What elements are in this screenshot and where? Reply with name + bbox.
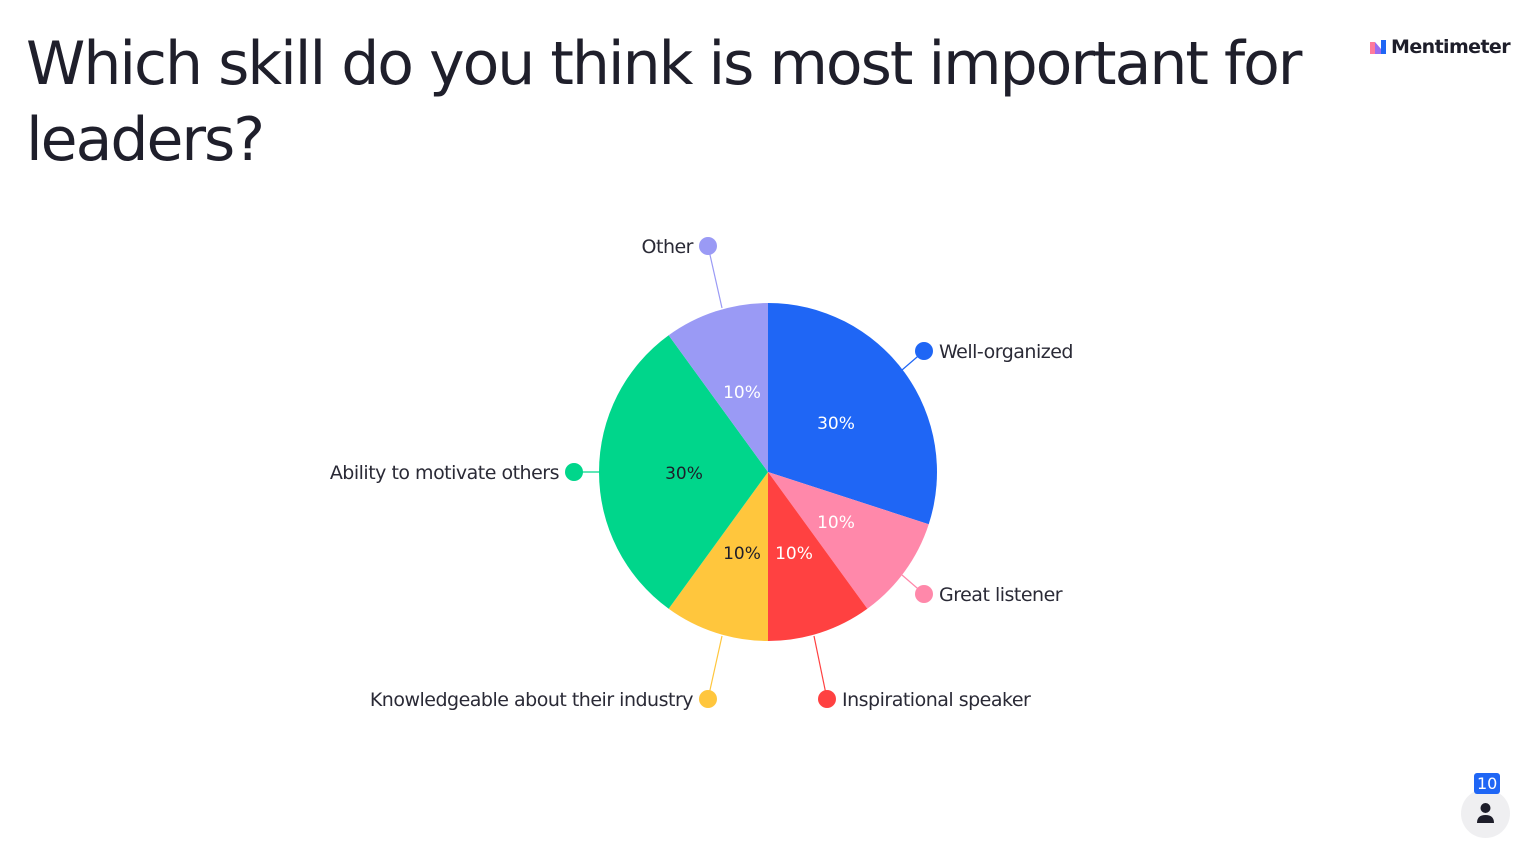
brand-name: Mentimeter (1391, 36, 1511, 58)
question-title: Which skill do you think is most importa… (26, 29, 1302, 175)
participants-button[interactable] (1461, 789, 1510, 838)
legend-dot (915, 585, 933, 603)
slice-label: Ability to motivate others (330, 462, 559, 484)
slice-percent-label: 30% (665, 464, 703, 484)
legend-dot (699, 237, 717, 255)
legend-dot (818, 690, 836, 708)
participant-count-badge: 10 (1474, 773, 1501, 794)
legend-dot (915, 342, 933, 360)
leader-line (707, 635, 723, 700)
slice-label: Knowledgeable about their industry (370, 689, 693, 711)
legend-dot (699, 690, 717, 708)
slice-percent-label: 10% (817, 513, 855, 533)
pie-slice (768, 303, 937, 525)
leader-line (813, 635, 828, 700)
mentimeter-logo-icon (1370, 40, 1387, 54)
slice-percent-label: 10% (723, 383, 761, 403)
slice-label: Well-organized (939, 341, 1073, 363)
slice-percent-label: 30% (817, 414, 855, 434)
pie-slice (599, 335, 768, 609)
pie-slice (668, 472, 768, 641)
pie-slice (768, 472, 868, 641)
slice-label: Inspirational speaker (842, 689, 1031, 711)
slice-percent-label: 10% (723, 544, 761, 564)
pie-slice (668, 303, 768, 472)
slice-label: Other (642, 236, 694, 258)
pie-slice (768, 472, 929, 609)
slice-percent-label: 10% (775, 544, 813, 564)
leader-line (707, 245, 723, 309)
mentimeter-logo: Mentimeter (1370, 36, 1511, 58)
slice-label: Great listener (939, 584, 1063, 606)
person-icon (1477, 803, 1494, 823)
legend-dot (565, 463, 583, 481)
